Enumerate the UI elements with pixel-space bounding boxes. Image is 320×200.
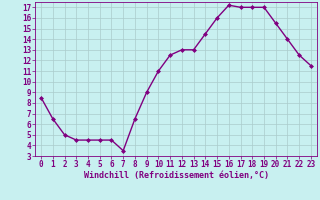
X-axis label: Windchill (Refroidissement éolien,°C): Windchill (Refroidissement éolien,°C) bbox=[84, 171, 268, 180]
